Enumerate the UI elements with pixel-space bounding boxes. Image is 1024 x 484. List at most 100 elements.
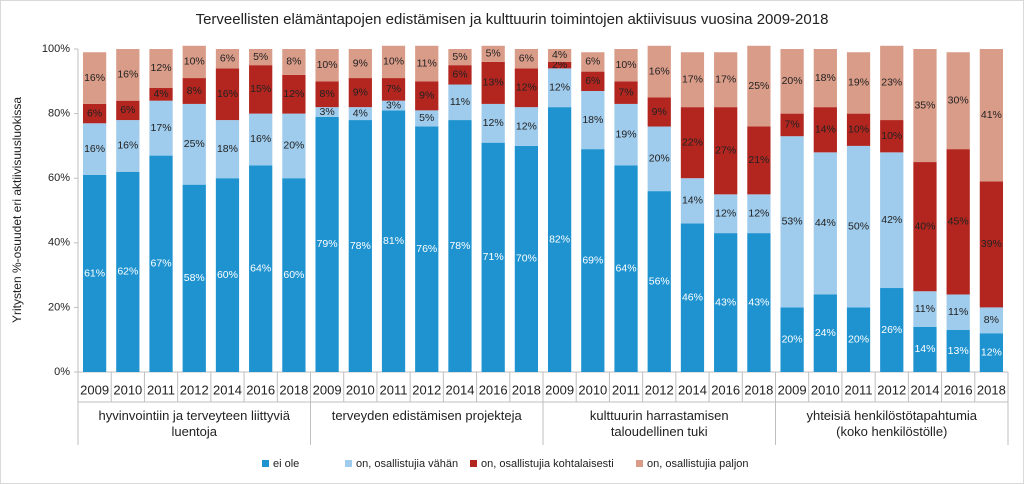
- data-label: 10%: [383, 56, 404, 68]
- data-label: 16%: [217, 88, 238, 100]
- bar-segment: [348, 107, 372, 121]
- data-label: 9%: [353, 86, 368, 98]
- bar-segment: [647, 45, 671, 98]
- bar-segment: [415, 110, 439, 127]
- x-tick-label: 2018: [512, 382, 541, 397]
- data-label: 10%: [616, 59, 637, 71]
- data-label: 7%: [618, 86, 633, 98]
- data-label: 18%: [582, 114, 603, 126]
- legend-marker: [262, 460, 269, 467]
- data-label: 16%: [250, 133, 271, 145]
- data-label: 78%: [350, 240, 371, 252]
- data-label: 12%: [283, 88, 304, 100]
- legend-label: on, osallistujia paljon: [647, 458, 749, 470]
- data-label: 8%: [984, 314, 999, 326]
- data-label: 30%: [948, 94, 969, 106]
- data-label: 17%: [151, 122, 172, 134]
- data-label: 60%: [283, 269, 304, 281]
- data-label: 42%: [881, 214, 902, 226]
- bar-segment: [82, 123, 107, 175]
- bar-segment: [481, 45, 505, 62]
- bar-segment: [182, 78, 206, 104]
- bar-segment: [514, 49, 539, 69]
- bar-segment: [514, 145, 539, 372]
- data-label: 24%: [815, 327, 836, 339]
- legend-label: ei ole: [273, 458, 299, 470]
- bar-segment: [315, 107, 339, 117]
- bar-segment: [747, 194, 771, 234]
- bar-segment: [149, 155, 173, 372]
- bar-segment: [448, 49, 472, 66]
- bar-segment: [714, 194, 738, 234]
- data-label: 17%: [682, 73, 703, 85]
- bar-segment: [415, 126, 439, 373]
- data-label: 81%: [383, 235, 404, 247]
- x-tick-label: 2010: [578, 382, 607, 397]
- bar-segment: [614, 81, 638, 104]
- legend-marker: [345, 460, 352, 467]
- x-tick-label: 2018: [279, 382, 308, 397]
- data-label: 45%: [948, 216, 969, 228]
- bar-segment: [448, 120, 472, 372]
- bar-segment: [547, 107, 572, 372]
- x-tick-label: 2014: [678, 382, 707, 397]
- bar-segment: [581, 52, 605, 72]
- data-label: 22%: [682, 136, 703, 148]
- x-tick-label: 2009: [80, 382, 109, 397]
- data-label: 20%: [848, 333, 869, 345]
- bar-segment: [880, 120, 904, 153]
- bar-segment: [215, 49, 240, 69]
- data-label: 64%: [250, 262, 271, 274]
- bar-segment: [747, 45, 771, 127]
- legend-label: on, osallistujia vähän: [356, 458, 458, 470]
- bar-segment: [846, 307, 871, 372]
- bar-segment: [282, 113, 306, 179]
- bar-segment: [481, 103, 505, 143]
- data-label: 60%: [217, 269, 238, 281]
- data-label: 16%: [84, 72, 105, 84]
- data-label: 11%: [417, 57, 437, 69]
- data-label: 5%: [486, 48, 501, 60]
- bar-segment: [182, 103, 206, 185]
- x-tick-label: 2011: [380, 382, 408, 397]
- bar-segment: [846, 52, 871, 114]
- data-label: 12%: [516, 120, 537, 132]
- data-label: 26%: [881, 324, 902, 336]
- bar-segment: [880, 288, 904, 372]
- x-tick-label: 2010: [346, 382, 375, 397]
- data-label: 71%: [483, 251, 504, 263]
- bar-segment: [581, 90, 605, 150]
- y-tick-label: 80%: [48, 108, 70, 120]
- data-label: 56%: [649, 275, 670, 287]
- bar-segment: [282, 49, 306, 75]
- data-label: 7%: [386, 83, 401, 95]
- data-label: 10%: [317, 59, 338, 71]
- bar-segment: [149, 49, 173, 88]
- data-label: 12%: [151, 62, 172, 74]
- bar-segment: [880, 152, 904, 289]
- x-tick-label: 2012: [877, 382, 906, 397]
- data-label: 6%: [519, 52, 534, 64]
- data-label: 2%: [552, 59, 567, 71]
- data-label: 4%: [552, 49, 567, 61]
- data-label: 41%: [981, 109, 1002, 121]
- data-label: 12%: [981, 346, 1002, 358]
- bar-segment: [780, 307, 804, 372]
- data-label: 6%: [452, 69, 467, 81]
- data-label: 12%: [748, 208, 769, 220]
- bar-segment: [315, 49, 339, 82]
- data-label: 16%: [117, 69, 138, 81]
- bar-segment: [116, 120, 140, 172]
- bar-segment: [913, 326, 937, 372]
- bar-segment: [182, 45, 206, 79]
- data-label: 7%: [785, 119, 800, 131]
- data-label: 21%: [748, 154, 769, 166]
- bar-segment: [913, 291, 937, 327]
- data-label: 16%: [84, 143, 105, 155]
- bar-segment: [846, 145, 871, 308]
- x-tick-label: 2018: [744, 382, 773, 397]
- legend-marker: [470, 460, 477, 467]
- group-label: yhteisiä henkilöstötapahtumia (koko henk…: [806, 408, 978, 439]
